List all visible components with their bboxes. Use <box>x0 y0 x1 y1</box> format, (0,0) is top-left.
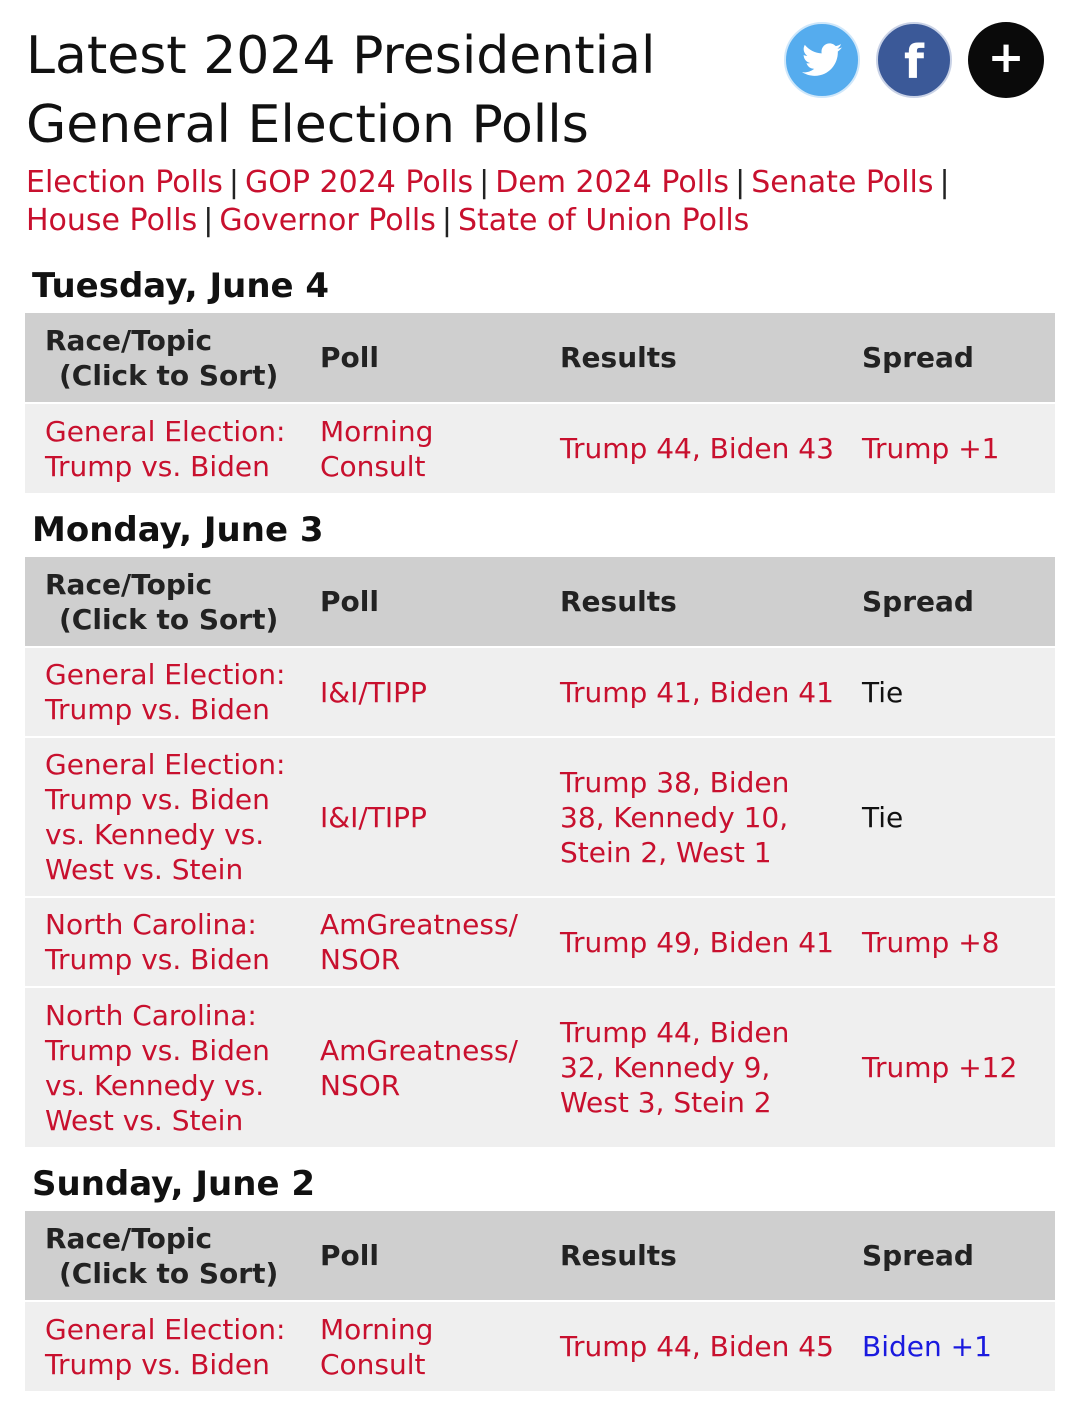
race-link[interactable]: General Election: Trump vs. Biden <box>25 646 300 737</box>
table-row: North Carolina: Trump vs. Biden vs. Kenn… <box>25 986 1055 1147</box>
results-link[interactable]: Trump 44, Biden 43 <box>540 402 842 493</box>
page-header: Latest 2024 Presidential General Electio… <box>26 22 1056 240</box>
race-topic-label: Race/Topic <box>45 567 213 601</box>
link-election-polls[interactable]: Election Polls <box>26 165 223 200</box>
poll-link[interactable]: I&I/TIPP <box>300 736 540 897</box>
race-topic-header[interactable]: Race/Topic (Click to Sort) <box>25 1211 300 1301</box>
spread-value: Trump +8 <box>842 896 1055 987</box>
separator: | <box>228 165 240 200</box>
spread-header: Spread <box>842 1211 1055 1301</box>
separator: | <box>441 203 452 238</box>
facebook-icon: f <box>903 35 924 89</box>
day-heading: Tuesday, June 4 <box>32 266 330 306</box>
spread-value: Tie <box>842 646 1055 737</box>
poll-link[interactable]: AmGreatness/ NSOR <box>300 986 540 1147</box>
table-row: North Carolina: Trump vs. Biden AmGreatn… <box>25 896 1055 987</box>
polls-table: Race/Topic (Click to Sort) Poll Results S… <box>25 313 1055 493</box>
results-link[interactable]: Trump 44, Biden 45 <box>540 1300 842 1391</box>
spread-value: Tie <box>842 736 1055 897</box>
poll-header: Poll <box>300 557 540 647</box>
race-link[interactable]: General Election: Trump vs. Biden vs. Ke… <box>25 736 300 897</box>
race-link[interactable]: General Election: Trump vs. Biden <box>25 402 300 493</box>
poll-nav-links: Election Polls | GOP 2024 Polls | Dem 2024 P… <box>26 164 1056 240</box>
facebook-share-button[interactable]: f <box>876 22 952 98</box>
separator: | <box>939 165 950 200</box>
sort-hint: (Click to Sort) <box>59 1256 279 1290</box>
results-header: Results <box>540 1211 842 1301</box>
poll-link[interactable]: AmGreatness/ NSOR <box>300 896 540 987</box>
race-topic-header[interactable]: Race/Topic (Click to Sort) <box>25 557 300 647</box>
poll-header: Poll <box>300 1211 540 1301</box>
race-topic-label: Race/Topic <box>45 323 213 357</box>
table-row: General Election: Trump vs. Biden Mornin… <box>25 1300 1055 1391</box>
results-link[interactable]: Trump 38, Biden 38, Kennedy 10, Stein 2,… <box>540 736 842 897</box>
table-row: General Election: Trump vs. Biden vs. Ke… <box>25 736 1055 897</box>
page-title: Latest 2024 Presidential General Electio… <box>26 22 766 160</box>
results-header: Results <box>540 557 842 647</box>
link-state-of-union-polls[interactable]: State of Union Polls <box>458 203 750 238</box>
race-topic-header[interactable]: Race/Topic (Click to Sort) <box>25 313 300 403</box>
sort-hint: (Click to Sort) <box>59 602 279 636</box>
table-header-row: Race/Topic (Click to Sort) Poll Results S… <box>25 313 1055 403</box>
page-title-line1: Latest 2024 Presidential <box>26 26 656 86</box>
table-row: General Election: Trump vs. Biden Mornin… <box>25 402 1055 493</box>
race-link[interactable]: General Election: Trump vs. Biden <box>25 1300 300 1391</box>
twitter-share-button[interactable] <box>784 22 860 98</box>
link-senate-polls[interactable]: Senate Polls <box>751 165 934 200</box>
sort-hint: (Click to Sort) <box>59 358 279 392</box>
spread-value: Trump +1 <box>842 402 1055 493</box>
results-link[interactable]: Trump 41, Biden 41 <box>540 646 842 737</box>
poll-link[interactable]: Morning Consult <box>300 1300 540 1391</box>
race-link[interactable]: North Carolina: Trump vs. Biden vs. Kenn… <box>25 986 300 1147</box>
table-row: General Election: Trump vs. Biden I&I/TI… <box>25 646 1055 737</box>
poll-link[interactable]: I&I/TIPP <box>300 646 540 737</box>
race-topic-label: Race/Topic <box>45 1221 213 1255</box>
day-heading: Monday, June 3 <box>32 510 324 550</box>
link-house-polls[interactable]: House Polls <box>26 203 198 238</box>
twitter-icon <box>802 43 842 76</box>
page-title-line2: General Election Polls <box>26 95 589 155</box>
separator: | <box>735 165 746 200</box>
plus-icon: + <box>987 32 1025 83</box>
day-heading: Sunday, June 2 <box>32 1164 316 1204</box>
polls-table: Race/Topic (Click to Sort) Poll Results S… <box>25 557 1055 1147</box>
spread-header: Spread <box>842 557 1055 647</box>
race-link[interactable]: North Carolina: Trump vs. Biden <box>25 896 300 987</box>
separator: | <box>479 165 490 200</box>
table-header-row: Race/Topic (Click to Sort) Poll Results S… <box>25 557 1055 647</box>
spread-value: Trump +12 <box>842 986 1055 1147</box>
link-dem-2024-polls[interactable]: Dem 2024 Polls <box>495 165 730 200</box>
results-header: Results <box>540 313 842 403</box>
results-link[interactable]: Trump 44, Biden 32, Kennedy 9, West 3, S… <box>540 986 842 1147</box>
separator: | <box>203 203 214 238</box>
social-share-bar: f + <box>784 22 1044 98</box>
poll-link[interactable]: Morning Consult <box>300 402 540 493</box>
link-governor-polls[interactable]: Governor Polls <box>219 203 436 238</box>
spread-value: Biden +1 <box>842 1300 1055 1391</box>
more-share-button[interactable]: + <box>968 22 1044 98</box>
poll-header: Poll <box>300 313 540 403</box>
table-header-row: Race/Topic (Click to Sort) Poll Results S… <box>25 1211 1055 1301</box>
spread-header: Spread <box>842 313 1055 403</box>
results-link[interactable]: Trump 49, Biden 41 <box>540 896 842 987</box>
link-gop-2024-polls[interactable]: GOP 2024 Polls <box>245 165 474 200</box>
polls-table: Race/Topic (Click to Sort) Poll Results S… <box>25 1211 1055 1391</box>
